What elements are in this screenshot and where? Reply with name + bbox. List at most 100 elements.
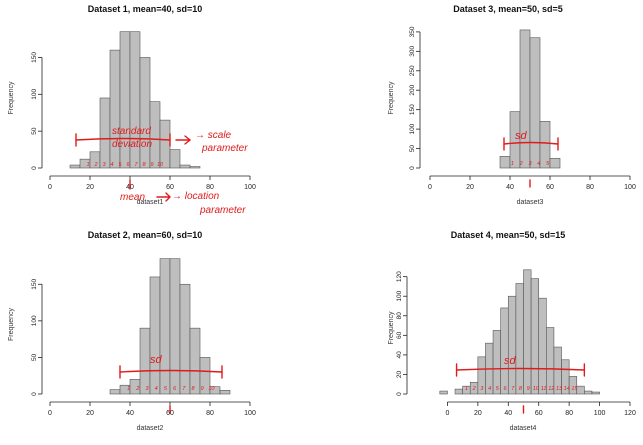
annotation-text: sd [515, 130, 528, 142]
y-tick-label: 150 [409, 104, 416, 115]
y-tick-label: 350 [409, 26, 416, 37]
y-tick-label: 40 [396, 351, 403, 359]
y-tick-label: 150 [31, 278, 38, 289]
annotation-text: → scale [195, 130, 232, 141]
y-tick-label: 20 [396, 370, 403, 378]
y-tick-label: 50 [409, 145, 416, 153]
x-tick-label: 100 [244, 410, 256, 417]
histogram-bar [159, 258, 171, 395]
annotation-text: 1 [86, 162, 89, 168]
annotation-text: 2 [472, 386, 476, 392]
y-tick-label: 0 [31, 392, 38, 396]
sd-bracket [455, 367, 586, 371]
y-tick-label: 100 [396, 290, 403, 301]
x-tick-label: 40 [126, 410, 134, 417]
histogram-bar [591, 391, 600, 395]
x-tick-label: 80 [565, 410, 573, 417]
y-tick-label: 200 [409, 84, 416, 95]
y-tick-label: 300 [409, 46, 416, 57]
annotation-text: 10 [157, 162, 164, 168]
histogram-bar [159, 119, 171, 169]
sd-bracket [119, 369, 223, 373]
histogram-bar [519, 29, 531, 169]
histogram-bar [179, 283, 191, 395]
annotation-text: 4 [155, 386, 158, 392]
annotation-group: sd 1 2 3 4 5 [503, 130, 559, 188]
annotation-text: sd [150, 354, 163, 366]
histogram-bar [149, 101, 161, 169]
x-tick-label: 100 [244, 184, 256, 191]
histogram-bar [109, 49, 121, 169]
histogram-bar [568, 376, 578, 395]
x-tick-label: 20 [474, 410, 482, 417]
histogram-bar [576, 385, 585, 395]
annotation-text: → location [172, 191, 220, 202]
annotation-text: 2 [93, 162, 97, 168]
annotation-text: 13 [556, 386, 563, 392]
annotation-text: 5 [496, 386, 500, 392]
histogram-bar [99, 97, 111, 169]
histogram-bar [169, 258, 181, 395]
y-tick-label: 60 [396, 331, 403, 339]
annotation-text: 7 [511, 386, 515, 392]
x-tick-label: 20 [86, 410, 94, 417]
x-axis-label: dataset1 [137, 199, 164, 206]
annotation-group: standard deviation → scale parameter 1 2 3 4 5 6 7… [75, 126, 248, 216]
y-tick-label: 0 [396, 392, 403, 396]
chart-title: Dataset 1, mean=40, sd=10 [88, 4, 203, 14]
histogram-bar [507, 295, 517, 395]
x-tick-label: 60 [546, 184, 554, 191]
annotation-text: 10 [208, 386, 215, 392]
annotation-text: 5 [164, 386, 168, 392]
annotation-text: 6 [126, 162, 130, 168]
histogram-bar [539, 121, 551, 169]
histogram-bar [139, 327, 151, 395]
annotation-text: 9 [527, 386, 530, 392]
x-tick-label: 0 [48, 184, 52, 191]
annotation-text: 9 [201, 386, 204, 392]
histogram-bar [529, 37, 541, 169]
histogram-bar [169, 149, 181, 169]
histogram-bar [499, 156, 511, 169]
annotation-text: 3 [480, 386, 484, 392]
histogram-bar [584, 390, 593, 395]
annotation-text: 3 [102, 162, 106, 168]
histogram-bar [139, 57, 151, 169]
x-axis-label: dataset2 [137, 425, 164, 432]
y-tick-label: 100 [409, 123, 416, 134]
histogram-bar [500, 307, 509, 395]
arrow [175, 135, 192, 145]
sd-bracket [75, 137, 171, 141]
annotation-text: parameter [199, 205, 246, 216]
annotation-text: 10 [533, 386, 540, 392]
x-tick-label: 80 [206, 410, 214, 417]
annotation-text: 6 [504, 386, 508, 392]
histogram-bar [189, 327, 201, 395]
chart-panel-3: Dataset 2, mean=60, sd=100 20 40 60 80 100dat… [8, 230, 256, 432]
annotation-text: standard [112, 126, 151, 137]
annotation-text: 6 [173, 386, 177, 392]
histogram-bar [492, 330, 501, 395]
chart-panel-4: Dataset 4, mean=50, sd=150 20 40 60 80 100 120… [388, 230, 636, 432]
histogram-bar [199, 357, 211, 395]
histogram-bar [219, 390, 231, 395]
annotation-text: 9 [150, 162, 153, 168]
x-tick-label: 0 [48, 410, 52, 417]
x-tick-label: 120 [624, 410, 636, 417]
y-tick-label: 0 [409, 166, 416, 170]
annotation-group: sd1 2 3 4 5 6 7 8 9 10 11 12 13 14 15 [455, 355, 586, 414]
y-tick-label: 50 [31, 353, 38, 361]
histogram-bar [69, 164, 81, 169]
x-axis-label: dataset3 [517, 199, 544, 206]
y-tick-label: 250 [409, 65, 416, 76]
histogram-bar [538, 297, 547, 395]
annotation-text: 8 [191, 386, 195, 392]
annotation-text: 7 [182, 386, 186, 392]
annotation-text: mean [120, 192, 145, 203]
y-axis-label: Frequency [8, 307, 15, 341]
x-tick-label: 40 [504, 410, 512, 417]
annotation-text: 15 [571, 386, 578, 392]
y-tick-label: 50 [31, 127, 38, 135]
x-axis-label: dataset4 [510, 425, 537, 432]
